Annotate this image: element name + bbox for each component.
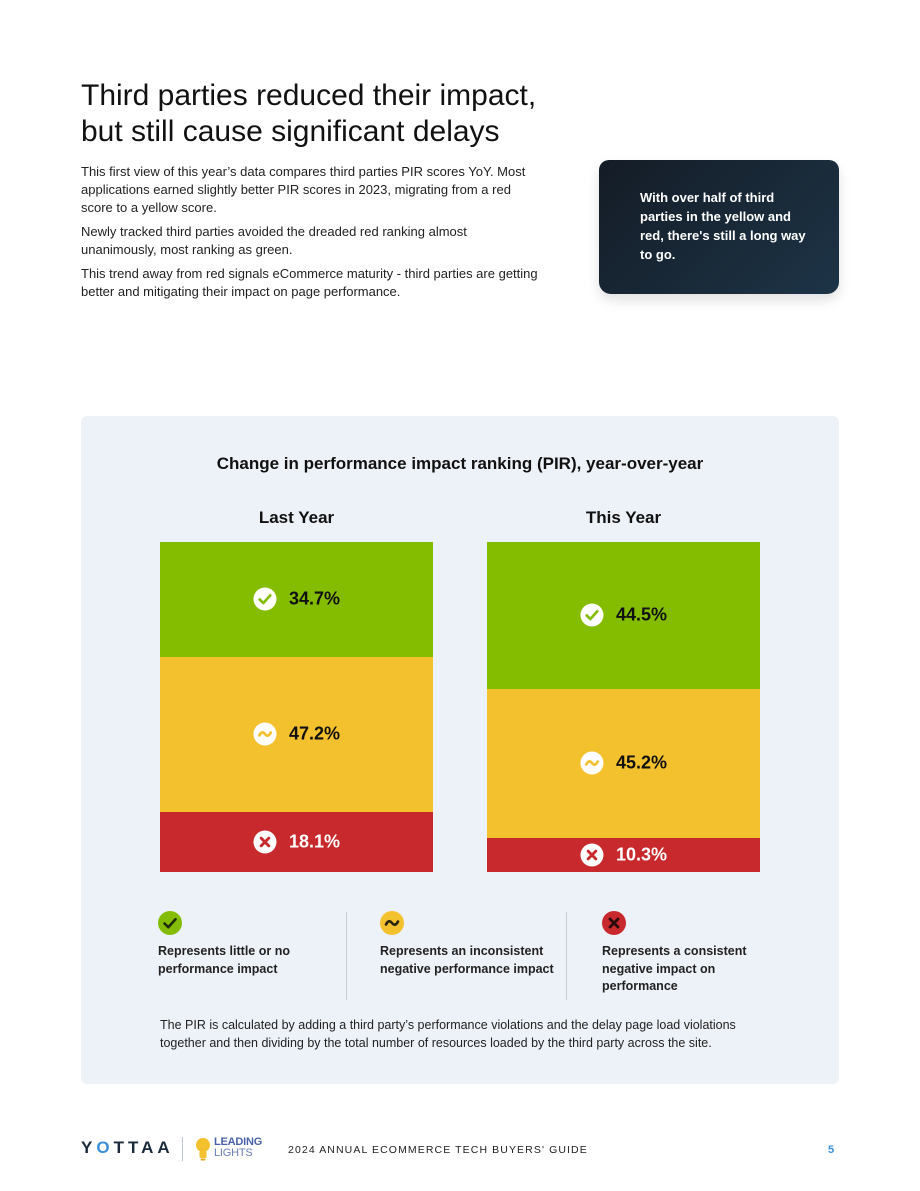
bar-segment-label: 10.3% [579,843,668,867]
bar-segment-red: 10.3% [487,838,760,872]
tilde-icon [579,751,603,775]
x-icon [579,843,603,867]
bar-segment-label: 44.5% [579,603,668,627]
data-label: 44.5% [615,604,668,625]
tilde-icon [380,911,404,935]
column-title-last-year: Last Year [258,508,335,527]
chart-title: Change in performance impact ranking (PI… [216,454,704,473]
bar-this-year: 44.5% 45.2% 10.3% [487,542,760,872]
check-icon [158,911,182,935]
bar-segment-yellow: 45.2% [487,688,760,838]
intro-text: This first view of this year’s data comp… [81,163,541,307]
data-label: 18.1% [288,831,341,852]
legend-item-green: Represents little or no performance impa… [158,911,333,978]
legend-label-yellow: Represents an inconsistent negative perf… [380,944,554,976]
tilde-icon [252,722,276,746]
x-icon [602,911,626,935]
column-title-this-year: This Year [585,508,662,527]
intro-paragraph-1: This first view of this year’s data comp… [81,164,526,215]
partner-line-2: LIGHTS [214,1147,253,1159]
page-heading: Third parties reduced their impact, but … [81,78,551,150]
legend-label-green: Represents little or no performance impa… [158,944,290,976]
chart-panel: Change in performance impact ranking (PI… [81,416,839,1084]
bar-segment-label: 45.2% [579,751,668,775]
bar-segment-label: 18.1% [252,830,341,854]
legend-divider [566,912,567,1000]
data-label: 34.7% [288,588,341,609]
footer-guide-title: 2024 ANNUAL ECOMMERCE TECH BUYERS' GUIDE [288,1144,588,1156]
bar-last-year: 34.7% 47.2% 18.1% [160,542,433,872]
legend-divider [346,912,347,1000]
intro-paragraph-2: Newly tracked third parties avoided the … [81,224,467,257]
chart-footnote: The PIR is calculated by adding a third … [160,1018,736,1050]
legend-item-red: Represents a consistent negative impact … [602,911,777,996]
check-icon [252,587,276,611]
lightbulb-icon [196,1138,210,1161]
leading-lights-logo: LEADING LIGHTS [214,1137,262,1159]
bar-segment-label: 34.7% [252,587,341,611]
page-number: 5 [828,1144,835,1156]
intro-paragraph-3: This trend away from red signals eCommer… [81,266,538,299]
yottaa-logo: YOTTAA [81,1138,174,1157]
partner-line-1: LEADING [214,1136,263,1148]
footer-divider [182,1137,183,1161]
bar-segment-red: 18.1% [160,812,433,872]
data-label: 45.2% [615,752,668,773]
callout-text: With over half of third parties in the y… [640,190,806,262]
data-label: 10.3% [615,844,668,865]
bar-segment-label: 47.2% [252,722,341,746]
bar-segment-yellow: 47.2% [160,656,433,813]
bar-segment-green: 44.5% [487,542,760,689]
heading-line-2: but still cause significant delays [81,115,500,148]
check-icon [579,603,603,627]
legend-item-yellow: Represents an inconsistent negative perf… [380,911,555,978]
data-label: 47.2% [288,723,341,744]
bar-segment-green: 34.7% [160,542,433,657]
heading-line-1: Third parties reduced their impact, [81,79,537,112]
legend-label-red: Represents a consistent negative impact … [602,944,747,993]
callout-box: With over half of third parties in the y… [599,160,839,294]
x-icon [252,830,276,854]
